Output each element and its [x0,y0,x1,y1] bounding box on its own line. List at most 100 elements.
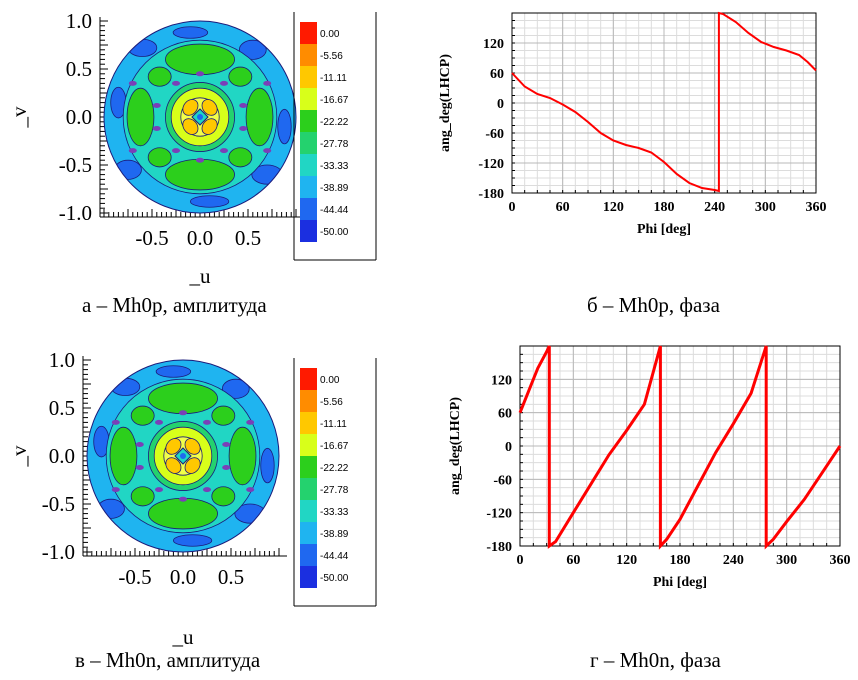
legend-swatch [300,154,317,176]
contour-band [152,102,161,108]
x-tick-label: 360 [830,553,851,568]
legend-swatch [300,500,317,522]
contour-band [184,457,201,474]
x-tick-label: 240 [723,553,744,568]
x-axis-label: Phi [deg] [653,575,707,590]
y-tick-label: 0 [505,440,512,455]
legend-swatch [300,412,317,434]
series-line [518,345,842,550]
legend-swatch [300,176,317,198]
y-tick-label: -120 [478,157,504,172]
legend-swatch [300,544,317,566]
y-tick-label: 60 [498,407,512,422]
y-tick-label: 120 [483,37,504,52]
x-tick-label: 0.5 [218,565,244,589]
contour-band [196,157,204,163]
legend-label: -50.00 [320,227,349,238]
legend-swatch [300,456,317,478]
contour-band [203,487,211,493]
contour-band [228,426,257,486]
x-tick-label: 360 [806,200,827,215]
legend-swatch [300,44,317,66]
contour-band [182,118,199,135]
legend-label: -5.56 [320,51,343,62]
x-axis-label: _u [189,264,212,288]
contour-band [111,419,120,425]
y-axis-label: ang_deg(LHCP) [448,397,463,495]
contour-band [221,378,250,399]
y-tick-label: 0 [497,97,504,112]
contour-band [179,410,187,416]
contour-band [165,43,235,76]
contour-band [172,26,209,39]
contour-band [148,382,218,415]
caption-v: в – Mh0n, амплитуда [75,648,261,672]
contour-band [239,102,248,108]
contour-band [201,118,218,135]
contour-band [190,195,230,208]
y-tick-label: 0.5 [66,57,92,81]
contour-band [135,441,144,447]
x-tick-label: 60 [556,200,570,215]
caption-a: а – Mh0p, амплитуда [82,293,267,317]
x-axis-label: _u [172,625,195,648]
series-line [511,11,817,193]
contour-band [155,365,192,378]
contour-band [147,66,172,87]
legend-swatch [300,368,317,390]
contour-band [114,159,142,180]
legend-swatch [300,390,317,412]
contour-band [228,66,253,87]
x-tick-label: 0.5 [235,226,261,250]
legend-label: -22.22 [320,463,349,474]
legend-label: -38.89 [320,529,349,540]
x-tick-label: 300 [776,553,797,568]
x-tick-label: 120 [616,553,637,568]
contour-band [97,498,125,519]
x-tick-label: 60 [566,553,580,568]
legend-label: -38.89 [320,183,349,194]
x-tick-label: 0 [509,200,516,215]
legend-label: -33.33 [320,161,349,172]
legend-label: -44.44 [320,205,349,216]
contour-band [130,486,155,507]
x-tick-label: 0.0 [170,565,196,589]
legend-label: -11.11 [320,419,347,430]
contour-band [173,534,213,547]
x-tick-label: 180 [670,553,691,568]
legend-swatch [300,434,317,456]
x-tick-label: 0 [517,553,524,568]
y-tick-label: 0.0 [49,444,75,468]
y-tick-label: -1.0 [59,201,92,225]
contour-band [246,419,255,425]
legend-swatch [300,22,317,44]
contour-band [220,80,228,86]
y-tick-label: 0.0 [66,105,92,129]
y-axis-label: ang_deg(LHCP) [438,54,453,152]
contour-band [179,496,187,502]
x-axis-label: Phi [deg] [637,222,691,237]
caption-b: б – Mh0p, фаза [587,293,720,317]
legend-label: -11.11 [320,73,347,84]
contour-band [203,419,211,425]
legend-label: -27.78 [320,139,349,150]
phase-plot-b: 0 60 120 180 240 300 360 120 60 0 -60 -120 -180 Phi [… [438,11,827,237]
legend-swatch [300,132,317,154]
contour-band [135,465,144,471]
phase-plot-g: 0 60 120 180 240 300 360 120 60 0 -60 -120 -180 Phi [… [448,345,851,590]
contour-band [228,147,253,168]
contour-band [180,453,186,459]
contour-band [246,487,255,493]
contour-band [211,486,236,507]
contour-band [128,80,137,86]
x-tick-label: 300 [755,200,776,215]
legend-label: -50.00 [320,573,349,584]
contour-band [147,147,172,168]
contour-band [165,158,235,191]
y-tick-label: -60 [485,127,504,142]
contour-band [111,487,120,493]
contour-band [152,126,161,132]
caption-g: г – Mh0n, фаза [590,648,721,672]
legend-label: -16.67 [320,95,349,106]
x-tick-label: -0.5 [118,565,151,589]
